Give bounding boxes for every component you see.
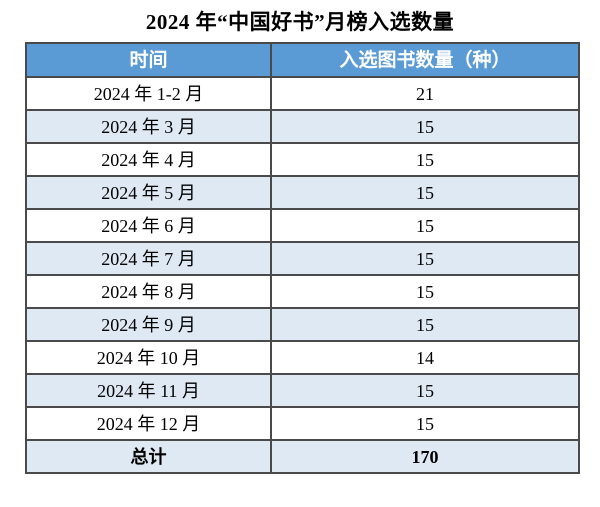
time-cell: 2024 年 1-2 月 <box>25 76 272 111</box>
total-row: 总计 170 <box>25 439 580 474</box>
time-cell: 2024 年 3 月 <box>25 109 272 144</box>
total-label-cell: 总计 <box>25 439 272 474</box>
count-cell: 15 <box>270 208 580 243</box>
count-cell: 15 <box>270 109 580 144</box>
table-row: 2024 年 7 月 15 <box>25 241 580 276</box>
count-cell: 15 <box>270 274 580 309</box>
count-cell: 15 <box>270 406 580 441</box>
table-row: 2024 年 1-2 月 21 <box>25 76 580 111</box>
page-title: 2024 年“中国好书”月榜入选数量 <box>145 10 455 34</box>
col-header-time: 时间 <box>25 42 272 78</box>
count-cell: 15 <box>270 142 580 177</box>
table-row: 2024 年 8 月 15 <box>25 274 580 309</box>
good-books-table: 时间 入选图书数量（种） 2024 年 1-2 月 21 2024 年 3 月 … <box>25 42 580 474</box>
total-value-cell: 170 <box>270 439 580 474</box>
table-row: 2024 年 5 月 15 <box>25 175 580 210</box>
time-cell: 2024 年 11 月 <box>25 373 272 408</box>
table-row: 2024 年 3 月 15 <box>25 109 580 144</box>
count-cell: 15 <box>270 373 580 408</box>
time-cell: 2024 年 12 月 <box>25 406 272 441</box>
col-header-count: 入选图书数量（种） <box>270 42 580 78</box>
time-cell: 2024 年 10 月 <box>25 340 272 375</box>
table-row: 2024 年 4 月 15 <box>25 142 580 177</box>
count-cell: 14 <box>270 340 580 375</box>
table-row: 2024 年 9 月 15 <box>25 307 580 342</box>
count-cell: 15 <box>270 307 580 342</box>
table-row: 2024 年 6 月 15 <box>25 208 580 243</box>
time-cell: 2024 年 4 月 <box>25 142 272 177</box>
count-cell: 15 <box>270 175 580 210</box>
count-cell: 15 <box>270 241 580 276</box>
count-cell: 21 <box>270 76 580 111</box>
time-cell: 2024 年 7 月 <box>25 241 272 276</box>
time-cell: 2024 年 5 月 <box>25 175 272 210</box>
header-row: 时间 入选图书数量（种） <box>25 42 580 78</box>
time-cell: 2024 年 8 月 <box>25 274 272 309</box>
table-row: 2024 年 11 月 15 <box>25 373 580 408</box>
time-cell: 2024 年 6 月 <box>25 208 272 243</box>
time-cell: 2024 年 9 月 <box>25 307 272 342</box>
table-row: 2024 年 12 月 15 <box>25 406 580 441</box>
table-row: 2024 年 10 月 14 <box>25 340 580 375</box>
